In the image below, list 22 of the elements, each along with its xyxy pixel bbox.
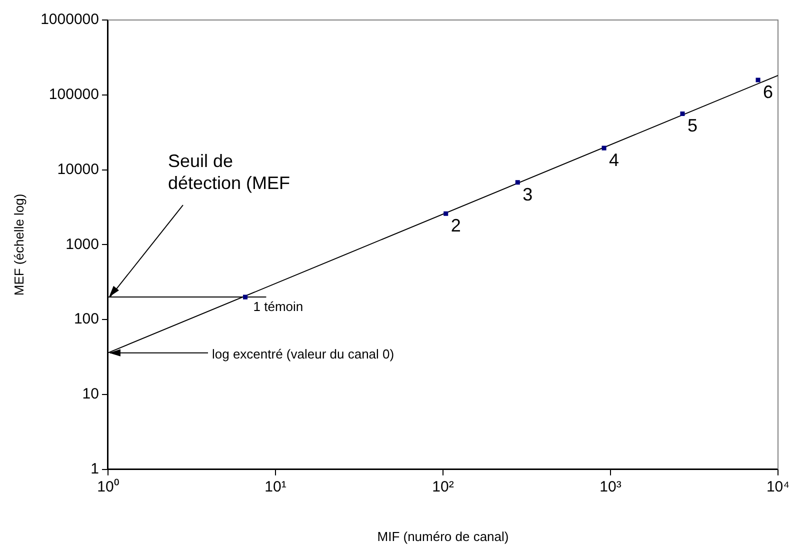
annotation: 2 <box>450 216 461 236</box>
x-tick-label: 10⁰ <box>97 478 119 496</box>
y-tick-label: 10000 <box>57 160 99 178</box>
annotation: Seuil de détection (MEF <box>168 151 290 194</box>
x-axis-title: MIF (numéro de canal) <box>377 528 509 544</box>
y-tick-label: 1000000 <box>40 11 99 28</box>
annotation: 4 <box>609 150 620 170</box>
y-axis-title: MEF (échelle log) <box>11 194 26 296</box>
y-tick-label: 10 <box>82 386 99 403</box>
x-tick-label: 10⁴ <box>766 478 790 496</box>
y-tick-label: 100 <box>74 310 99 328</box>
annotation: log excentré (valeur du canal 0) <box>212 346 394 362</box>
y-tick-label: 1 <box>90 460 99 478</box>
annotation: 5 <box>687 116 698 136</box>
x-tick-label: 10³ <box>600 478 622 496</box>
y-tick-label: 100000 <box>48 86 99 104</box>
annotation: 6 <box>763 82 774 102</box>
annotation: 1 témoin <box>253 299 304 314</box>
y-tick-label: 1000 <box>66 236 99 253</box>
x-tick-label: 10¹ <box>264 478 286 496</box>
x-tick-label: 10² <box>432 478 454 496</box>
annotation: 3 <box>522 184 533 204</box>
